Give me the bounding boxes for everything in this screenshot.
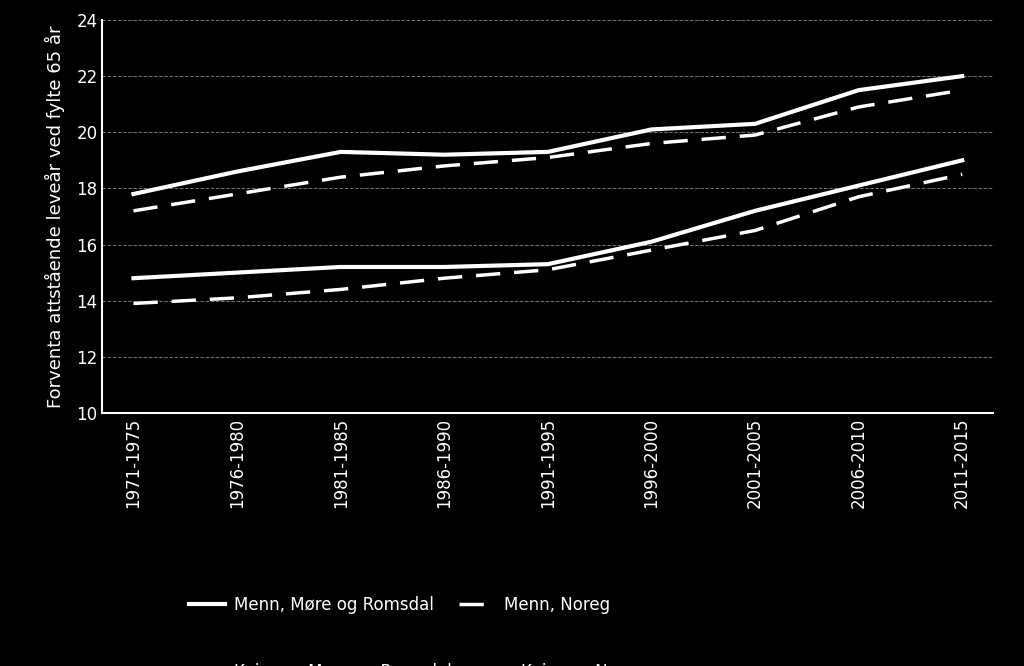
Legend: Kvinner, Møre og Romsdal, Kvinner, Noreg: Kvinner, Møre og Romsdal, Kvinner, Noreg xyxy=(182,656,652,666)
Y-axis label: Forventa attstående leveår ved fylte 65 år: Forventa attstående leveår ved fylte 65 … xyxy=(45,25,66,408)
